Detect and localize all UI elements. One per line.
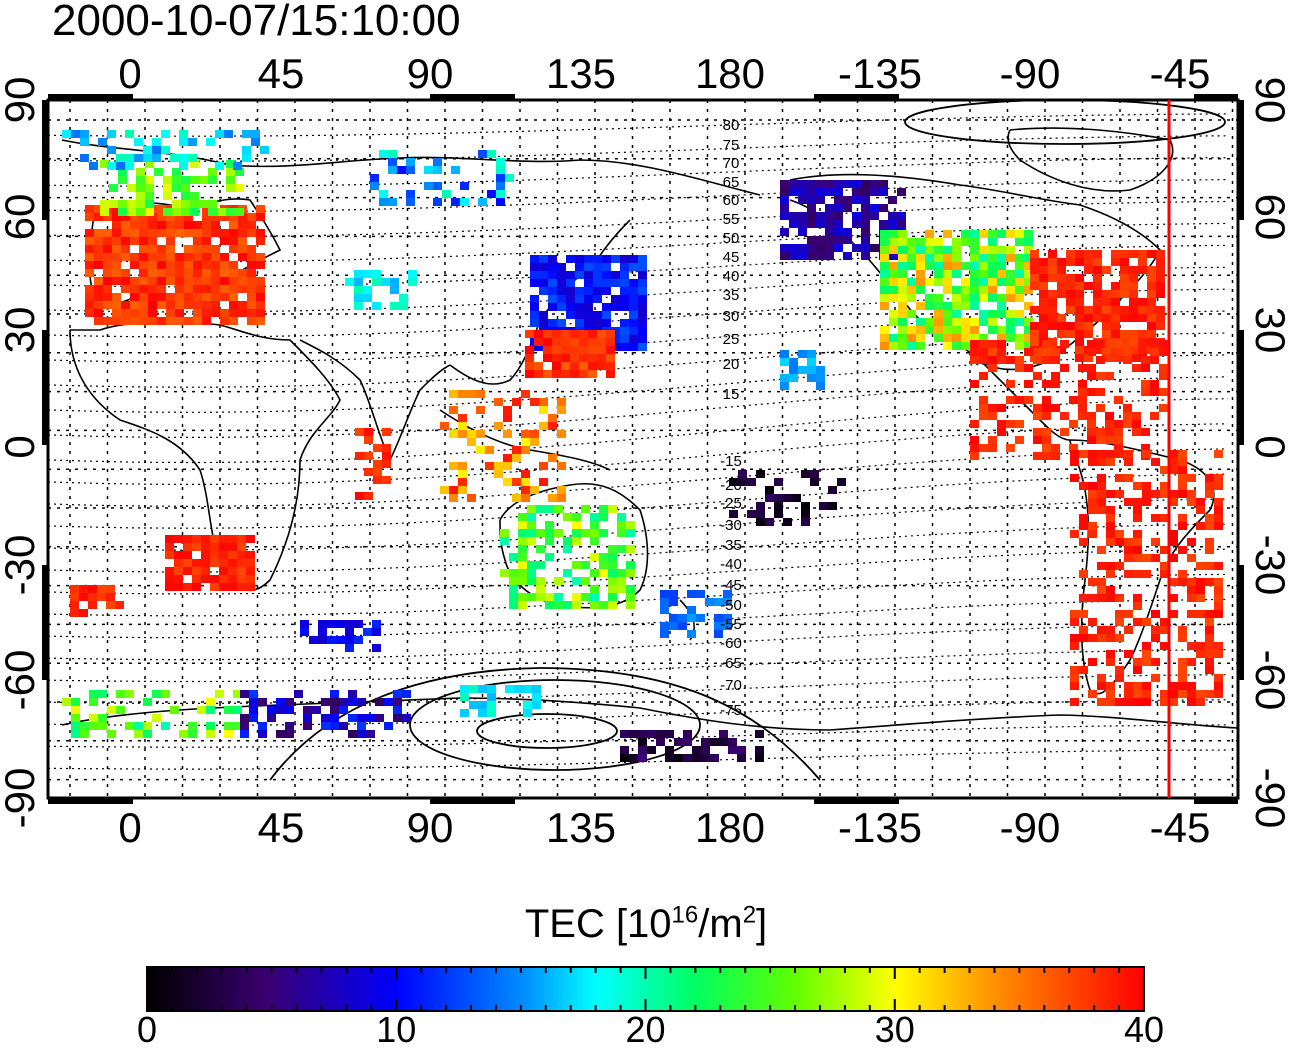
longitude-tick-top: 45 bbox=[258, 50, 305, 97]
longitude-tick-bottom: 0 bbox=[118, 804, 141, 851]
magnetic-latitude-label: -40 bbox=[720, 556, 742, 573]
magnetic-latitude-label: -50 bbox=[720, 597, 742, 614]
magnetic-latitude-label: -30 bbox=[720, 517, 742, 534]
magnetic-latitude-label: 60 bbox=[723, 192, 740, 209]
magnetic-latitude-labels: 8075706560555045403530252015-15-20-25-30… bbox=[720, 117, 742, 719]
latitude-tick-right: -90 bbox=[1247, 768, 1292, 829]
magnetic-latitude-label: 70 bbox=[723, 155, 740, 172]
magnetic-latitude-label: -60 bbox=[720, 635, 742, 652]
latitude-tick-left: 60 bbox=[0, 194, 43, 241]
longitude-tick-bottom: -45 bbox=[1150, 804, 1211, 851]
latitude-tick-left: -60 bbox=[0, 650, 43, 711]
magnetic-latitude-label: 75 bbox=[723, 137, 740, 154]
magnetic-latitude-label: 55 bbox=[723, 211, 740, 228]
longitude-tick-bottom: 180 bbox=[695, 804, 765, 851]
latitude-labels-left: 90 60 30 0 -30 -60 -90 bbox=[0, 77, 43, 829]
longitude-tick-top: -135 bbox=[838, 50, 922, 97]
magnetic-latitude-label: 15 bbox=[723, 386, 740, 403]
latitude-tick-left: -30 bbox=[0, 535, 43, 596]
magnetic-latitude-label: -25 bbox=[720, 495, 742, 512]
magnetic-latitude-label: 30 bbox=[723, 308, 740, 325]
magnetic-latitude-label: 35 bbox=[723, 287, 740, 304]
latitude-tick-left: 90 bbox=[0, 77, 43, 124]
magnetic-latitude-label: -70 bbox=[720, 677, 742, 694]
latitude-tick-right: 30 bbox=[1247, 307, 1292, 354]
colorbar-tick-label: 30 bbox=[874, 1009, 915, 1050]
latitude-tick-right: 90 bbox=[1247, 77, 1292, 124]
colorbar-title: TEC [1016/m2] bbox=[524, 901, 768, 946]
magnetic-latitude-label: 40 bbox=[723, 268, 740, 285]
magnetic-latitude-label: 50 bbox=[723, 230, 740, 247]
magnetic-latitude-label: -55 bbox=[720, 616, 742, 633]
magnetic-latitude-label: 20 bbox=[723, 356, 740, 373]
longitude-tick-bottom: 135 bbox=[546, 804, 616, 851]
magnetic-latitude-label: -15 bbox=[720, 453, 742, 470]
magnetic-latitude-label: -65 bbox=[720, 655, 742, 672]
colorbar-tick-label: 40 bbox=[1123, 1009, 1165, 1050]
latitude-tick-right: -60 bbox=[1247, 650, 1292, 711]
colorbar-tick-label: 10 bbox=[376, 1009, 417, 1050]
axis-bars bbox=[42, 94, 1244, 804]
latitude-tick-left: -90 bbox=[0, 768, 43, 829]
latitude-tick-left: 30 bbox=[0, 307, 43, 354]
latitude-tick-right: 60 bbox=[1247, 194, 1292, 241]
timestamp-title: 2000-10-07/15:10:00 bbox=[52, 0, 461, 45]
longitude-tick-bottom: 90 bbox=[407, 804, 454, 851]
longitude-tick-top: 180 bbox=[695, 50, 765, 97]
latitude-tick-right: -30 bbox=[1247, 535, 1292, 596]
longitude-tick-top: 135 bbox=[546, 50, 616, 97]
longitude-tick-bottom: 45 bbox=[258, 804, 305, 851]
magnetic-latitude-label: 80 bbox=[723, 117, 740, 134]
colorbar-tick-label: 20 bbox=[625, 1009, 666, 1050]
colorbar-tick-marks bbox=[146, 967, 1145, 1011]
longitude-tick-top: 90 bbox=[407, 50, 454, 97]
longitude-tick-top: 0 bbox=[118, 50, 141, 97]
longitude-tick-bottom: -135 bbox=[838, 804, 922, 851]
magnetic-latitude-label: 65 bbox=[723, 174, 740, 191]
magnetic-latitude-label: -20 bbox=[720, 477, 742, 494]
latitude-tick-right: 0 bbox=[1247, 435, 1292, 458]
colorbar-tick-label: 0 bbox=[136, 1009, 158, 1050]
magnetic-latitude-label: -35 bbox=[720, 537, 742, 554]
magnetic-latitude-label: -75 bbox=[720, 702, 742, 719]
magnetic-latitude-label: 25 bbox=[723, 331, 740, 348]
longitude-tick-bottom: -90 bbox=[1000, 804, 1061, 851]
latitude-labels-right: 90 60 30 0 -30 -60 -90 bbox=[1247, 77, 1292, 829]
longitude-tick-top: -45 bbox=[1150, 50, 1211, 97]
magnetic-latitude-label: 45 bbox=[723, 249, 740, 266]
longitude-labels-bottom: 0 45 90 135 180 -135 -90 -45 bbox=[118, 804, 1210, 851]
tec-data-patches bbox=[62, 130, 1223, 762]
longitude-labels-top: 0 45 90 135 180 -135 -90 -45 bbox=[118, 50, 1210, 97]
magnetic-latitude-label: -45 bbox=[720, 577, 742, 594]
longitude-tick-top: -90 bbox=[1000, 50, 1061, 97]
latitude-tick-left: 0 bbox=[0, 435, 43, 458]
